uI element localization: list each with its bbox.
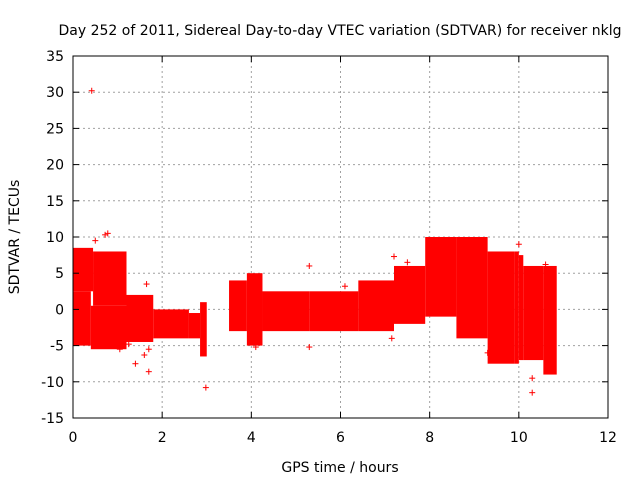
data-band (394, 265, 426, 324)
data-point (529, 375, 536, 382)
data-point (404, 259, 411, 266)
data-point (515, 241, 522, 248)
y-tick-label: 25 (46, 121, 64, 137)
data-band (543, 265, 557, 375)
data-band (262, 291, 310, 332)
y-tick-label: 5 (55, 266, 64, 282)
data-point (388, 335, 395, 342)
data-band (487, 251, 515, 364)
data-point (484, 349, 491, 356)
x-tick-label: 10 (510, 430, 528, 446)
data-band (188, 313, 201, 339)
data-point (125, 341, 132, 348)
x-tick-label: 12 (599, 430, 617, 446)
data-band (456, 237, 488, 339)
x-tick-label: 8 (425, 430, 434, 446)
data-band (229, 280, 247, 332)
data-point (141, 352, 148, 359)
data-point (306, 262, 313, 269)
data-band (73, 247, 94, 292)
y-tick-label: -10 (41, 375, 64, 391)
y-tick-label: -15 (41, 411, 64, 427)
x-tick-label: 2 (158, 430, 167, 446)
data-band (153, 309, 189, 339)
data-band (126, 294, 154, 342)
data-point (143, 281, 150, 288)
data-band (309, 291, 359, 332)
data-point (145, 346, 152, 353)
x-tick-label: 6 (336, 430, 345, 446)
y-tick-label: 10 (46, 230, 64, 246)
data-point (102, 231, 109, 238)
x-tick-label: 0 (69, 430, 78, 446)
data-band (93, 251, 127, 306)
grid-layer (73, 56, 608, 418)
y-tick-label: 35 (46, 49, 64, 65)
y-tick-label: 15 (46, 194, 64, 210)
data-point (341, 283, 348, 290)
data-point (132, 360, 139, 367)
data-point (391, 253, 397, 260)
data-band (90, 305, 127, 350)
data-band (246, 273, 263, 346)
data-point (92, 237, 99, 244)
data-band (358, 280, 394, 332)
data-point (542, 261, 549, 268)
data-point (202, 384, 209, 391)
data-band (518, 255, 524, 361)
x-tick-label: 4 (247, 430, 256, 446)
chart-title: Day 252 of 2011, Sidereal Day-to-day VTE… (59, 23, 622, 39)
y-tick-label: 30 (46, 85, 64, 101)
data-point (252, 344, 259, 351)
data-band (73, 291, 91, 346)
data-band (514, 251, 519, 364)
data-band (523, 265, 544, 361)
data-point (104, 230, 111, 237)
data-layer (73, 87, 557, 396)
data-point (145, 368, 152, 375)
y-axis-label: SDTVAR / TECUs (7, 180, 23, 295)
x-axis-label: GPS time / hours (281, 460, 398, 476)
data-band (200, 302, 207, 357)
data-band (425, 237, 457, 317)
data-point (306, 344, 313, 351)
data-point (116, 346, 123, 353)
y-tick-label: 0 (55, 302, 64, 318)
y-tick-label: -5 (50, 339, 64, 355)
y-tick-label: 20 (46, 158, 64, 174)
tick-layer: 0 2 4 6 8 10 12 -15 -10 -5 0 5 10 15 20 25 30 35 (41, 49, 617, 446)
data-point (115, 266, 122, 273)
data-point (529, 389, 536, 396)
data-point (88, 87, 95, 94)
